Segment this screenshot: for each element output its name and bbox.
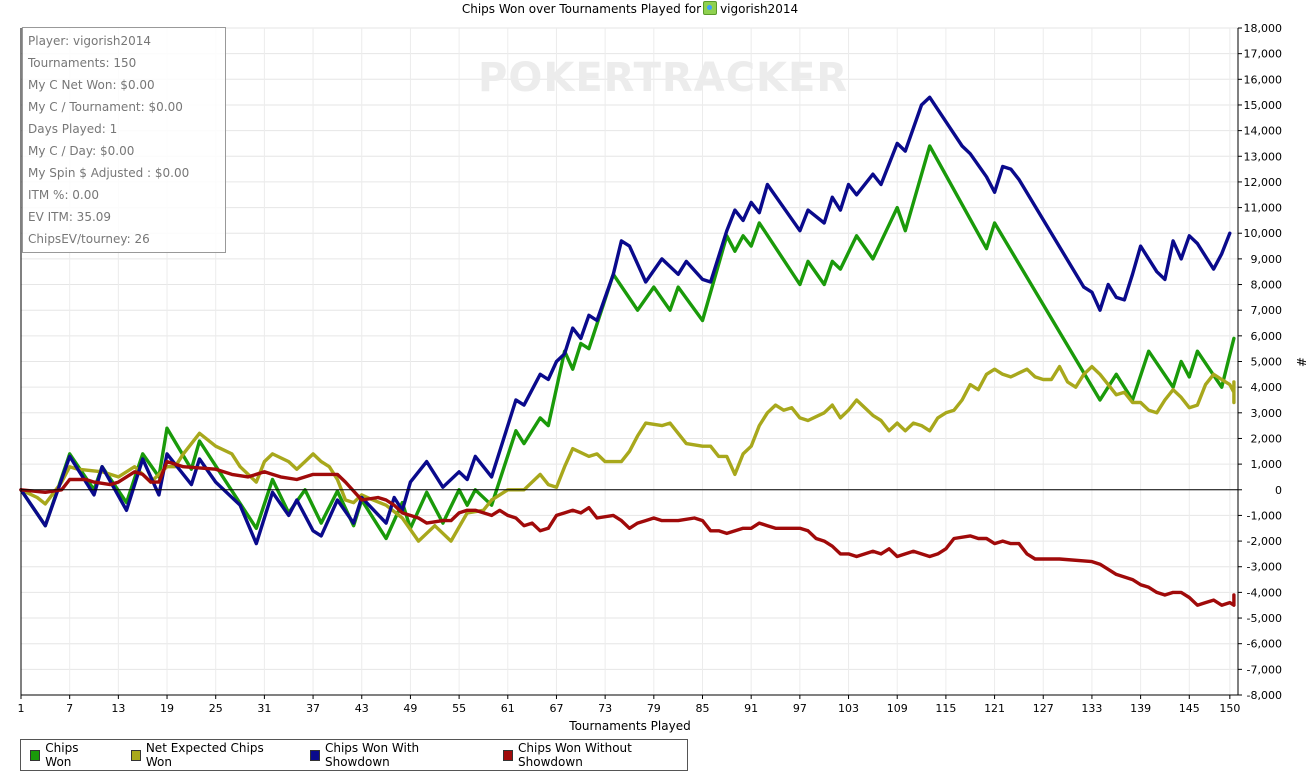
- legend-item-chips-won[interactable]: Chips Won: [30, 741, 104, 769]
- grid-lines: [20, 27, 1238, 696]
- y-tick-label: 9,000: [1251, 253, 1283, 266]
- stat-chipsev: ChipsEV/tourney: 26: [28, 232, 150, 246]
- stat-tournaments: Tournaments: 150: [28, 56, 137, 70]
- legend-item-without-showdown[interactable]: Chips Won Without Showdown: [502, 741, 687, 769]
- stat-itm: ITM %: 0.00: [28, 188, 100, 202]
- chart-title-text: Chips Won over Tournaments Played for: [461, 2, 702, 16]
- x-tick-label: 7: [66, 702, 73, 715]
- y-tick-label: -8,000: [1247, 689, 1282, 702]
- x-tick-label: 31: [257, 702, 271, 715]
- chart-title: Chips Won over Tournaments Played for vig…: [0, 1, 1260, 17]
- x-tick-label: 91: [744, 702, 758, 715]
- series-lines: [19, 95, 1236, 607]
- chart-title-player: vigorish2014: [720, 2, 799, 16]
- legend-label: Chips Won: [45, 741, 79, 769]
- player-site-icon: [703, 1, 718, 15]
- x-tick-label: 85: [695, 702, 709, 715]
- y-tick-label: 2,000: [1251, 432, 1283, 445]
- y-tick-label: 15,000: [1244, 99, 1283, 112]
- legend-label: Net Expected Chips Won: [145, 741, 264, 769]
- axes: -8,000 -7,000 -6,000 -5,000 -4,000 -3,000 -2,0…: [18, 22, 1309, 733]
- y-tick-label: 10,000: [1244, 227, 1283, 240]
- x-tick-label: 19: [160, 702, 174, 715]
- y-tick-label: -7,000: [1247, 663, 1282, 676]
- y-tick-label: 4,000: [1251, 381, 1283, 394]
- y-tick-label: 3,000: [1251, 407, 1283, 420]
- chart-legend: Chips Won Net Expected Chips Won Chips W…: [20, 739, 688, 771]
- y-tick-label: -1,000: [1247, 509, 1282, 522]
- legend-label: Chips Won Without Showdown: [518, 741, 632, 769]
- x-tick-label: 150: [1219, 702, 1240, 715]
- stat-ev-itm: EV ITM: 35.09: [28, 210, 112, 224]
- y-tick-label: 6,000: [1251, 330, 1283, 343]
- x-tick-label: 97: [793, 702, 807, 715]
- y-tick-label: 18,000: [1244, 22, 1283, 35]
- x-tick-label: 103: [838, 702, 859, 715]
- x-tick-label: 61: [501, 702, 515, 715]
- legend-item-net-expected[interactable]: Net Expected Chips Won: [130, 741, 283, 769]
- x-tick-label: 79: [647, 702, 661, 715]
- y-tick-label: 1,000: [1251, 458, 1283, 471]
- series-line-0: [19, 144, 1236, 541]
- y-tick-label: 14,000: [1244, 125, 1283, 138]
- x-tick-label: 13: [111, 702, 125, 715]
- stat-net-won: My C Net Won: $0.00: [28, 78, 155, 92]
- x-tick-label: 127: [1033, 702, 1054, 715]
- stat-days-played: Days Played: 1: [28, 122, 118, 136]
- x-axis-label: Tournaments Played: [568, 719, 690, 733]
- y-tick-label: -3,000: [1247, 561, 1282, 574]
- series-line-1: [19, 364, 1236, 543]
- y-tick-label: 16,000: [1244, 73, 1283, 86]
- y-tick-label: 17,000: [1244, 48, 1283, 61]
- stat-spin-adjusted: My Spin $ Adjusted : $0.00: [28, 166, 190, 180]
- legend-swatch: [309, 749, 320, 761]
- y-tick-label: -5,000: [1247, 612, 1282, 625]
- x-tick-label: 43: [355, 702, 369, 715]
- legend-item-with-showdown[interactable]: Chips Won With Showdown: [309, 741, 476, 769]
- x-tick-label: 67: [549, 702, 563, 715]
- stat-player: Player: vigorish2014: [28, 34, 152, 48]
- x-tick-label: 49: [403, 702, 417, 715]
- y-tick-label: -6,000: [1247, 638, 1282, 651]
- series-line-3: [19, 459, 1236, 607]
- y-tick-label: 8,000: [1251, 279, 1283, 292]
- y-axis-label: #: [1294, 357, 1308, 367]
- y-tick-label: 7,000: [1251, 304, 1283, 317]
- x-tick-label: 1: [18, 702, 25, 715]
- y-tick-label: 12,000: [1244, 176, 1283, 189]
- y-tick-label: 13,000: [1244, 150, 1283, 163]
- y-tick-label: 0: [1275, 484, 1282, 497]
- x-tick-label: 37: [306, 702, 320, 715]
- watermark-logo: POKERTRACKER: [478, 55, 849, 101]
- y-tick-label: 5,000: [1251, 356, 1283, 369]
- x-tick-label: 139: [1130, 702, 1151, 715]
- legend-swatch: [130, 749, 141, 761]
- x-tick-label: 109: [887, 702, 908, 715]
- y-tick-label: 11,000: [1244, 202, 1283, 215]
- stat-per-tournament: My C / Tournament: $0.00: [28, 100, 183, 114]
- x-tick-label: 145: [1179, 702, 1200, 715]
- x-tick-label: 115: [935, 702, 956, 715]
- x-tick-label: 73: [598, 702, 612, 715]
- x-tick-label: 133: [1081, 702, 1102, 715]
- legend-swatch: [502, 749, 514, 761]
- y-tick-label: -2,000: [1247, 535, 1282, 548]
- x-tick-label: 121: [984, 702, 1005, 715]
- legend-swatch: [30, 749, 41, 761]
- legend-label: Chips Won With Showdown: [324, 741, 420, 769]
- x-tick-label: 55: [452, 702, 466, 715]
- x-tick-label: 25: [209, 702, 223, 715]
- series-line-2: [19, 95, 1232, 546]
- stats-panel: Player: vigorish2014 Tournaments: 150 My…: [22, 27, 226, 253]
- y-tick-label: -4,000: [1247, 586, 1282, 599]
- stat-per-day: My C / Day: $0.00: [28, 144, 135, 158]
